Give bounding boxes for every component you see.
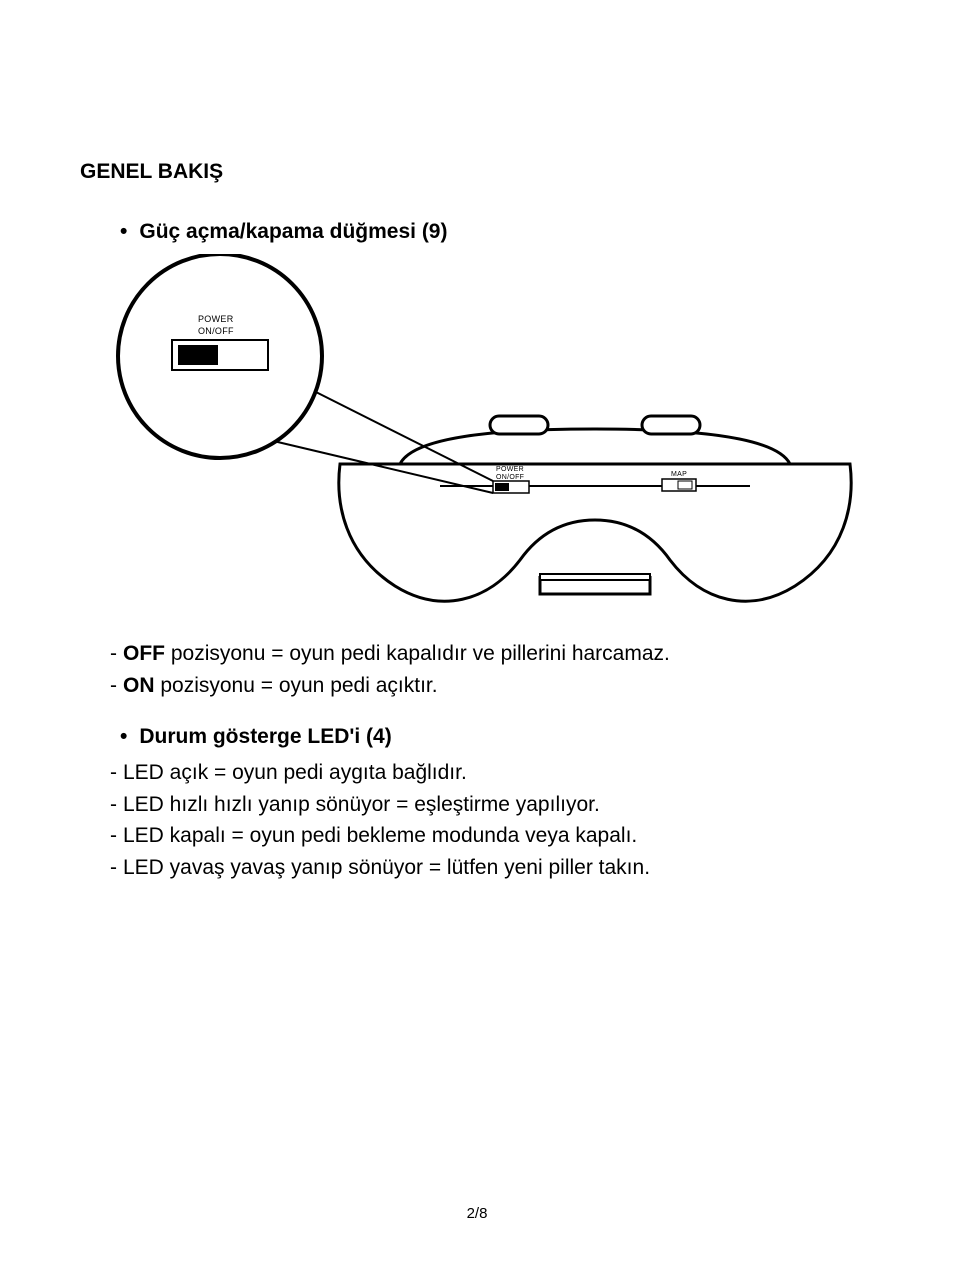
bullet-icon: • (120, 726, 127, 747)
bullet-power: • Güç açma/kapama düğmesi (9) (120, 220, 874, 244)
zoom-label-onoff: ON/OFF (198, 326, 234, 336)
on-bold: ON (123, 674, 155, 697)
ctrl-map-switch-knob (678, 481, 692, 489)
zoom-circle: POWER ON/OFF (118, 254, 322, 458)
led-line-1: -LED açık = oyun pedi aygıta bağlıdır. (110, 757, 874, 789)
controller-svg: POWER ON/OFF MAP POWER ON/O (110, 254, 870, 614)
bullet-power-label: Güç açma/kapama düğmesi (9) (139, 220, 447, 244)
controller-diagram: POWER ON/OFF MAP POWER ON/O (110, 254, 874, 614)
section-title: GENEL BAKIŞ (80, 160, 874, 184)
ctrl-map-label: MAP (671, 471, 687, 478)
document-page: GENEL BAKIŞ • Güç açma/kapama düğmesi (9… (0, 0, 954, 1272)
ctrl-power-l1: POWER (496, 466, 524, 473)
off-bold: OFF (123, 642, 165, 665)
controller-body: POWER ON/OFF MAP (339, 416, 851, 601)
zoom-switch-knob (178, 345, 218, 365)
ctrl-power-switch-knob (495, 483, 509, 491)
on-line: -ON pozisyonu = oyun pedi açıktır. (110, 670, 874, 702)
on-text: pozisyonu = oyun pedi açıktır. (155, 674, 438, 697)
page-content: GENEL BAKIŞ • Güç açma/kapama düğmesi (9… (80, 160, 874, 883)
off-line: -OFF pozisyonu = oyun pedi kapalıdır ve … (110, 638, 874, 670)
ctrl-power-l2: ON/OFF (496, 474, 524, 481)
zoom-label-power: POWER (198, 314, 234, 324)
led-line-3: -LED kapalı = oyun pedi bekleme modunda … (110, 820, 874, 852)
bullet-led: • Durum gösterge LED'i (4) (120, 725, 874, 749)
bullet-led-label: Durum gösterge LED'i (4) (139, 725, 391, 749)
page-number: 2/8 (0, 1205, 954, 1222)
bullet-icon: • (120, 221, 127, 242)
led-line-4: -LED yavaş yavaş yanıp sönüyor = lütfen … (110, 852, 874, 884)
off-text: pozisyonu = oyun pedi kapalıdır ve pille… (165, 642, 670, 665)
led-line-2: -LED hızlı hızlı yanıp sönüyor = eşleşti… (110, 789, 874, 821)
